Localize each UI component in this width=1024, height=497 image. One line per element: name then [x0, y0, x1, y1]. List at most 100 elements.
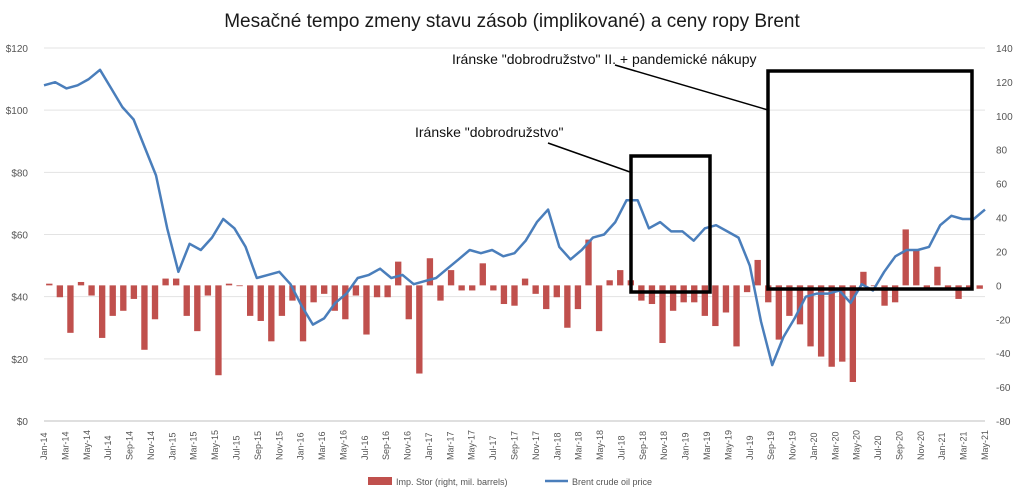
x-tick-label: Mar-14 — [60, 431, 70, 460]
x-tick-label: Nov-19 — [788, 431, 798, 460]
bar — [490, 285, 497, 291]
x-tick-label: May-15 — [210, 430, 220, 460]
left-tick-label: $0 — [17, 417, 29, 428]
bar — [807, 285, 814, 347]
x-tick-label: Jan-21 — [937, 432, 947, 460]
bar — [691, 285, 698, 303]
bar — [204, 285, 212, 296]
bar — [574, 285, 582, 310]
bar — [944, 285, 952, 289]
x-tick-label: Nov-20 — [916, 431, 926, 460]
bar — [532, 285, 539, 294]
x-tick-label: May-14 — [82, 430, 92, 460]
x-tick-label: Mar-15 — [189, 431, 199, 460]
bar — [722, 285, 730, 313]
x-tick-label: Sep-15 — [253, 431, 263, 460]
bar — [934, 266, 941, 286]
bar — [151, 285, 159, 320]
right-tick-label: 140 — [996, 44, 1013, 55]
x-tick-label: Jan-16 — [296, 432, 306, 460]
bar — [648, 285, 656, 305]
bar — [289, 285, 296, 301]
brent-price-line — [43, 68, 986, 367]
bar — [913, 249, 920, 286]
bar — [553, 285, 560, 298]
bar — [162, 278, 169, 286]
x-tick-label: Sep-16 — [381, 431, 391, 460]
bar — [733, 285, 740, 347]
x-tick-label: Jan-19 — [681, 432, 691, 460]
right-tick-label: 100 — [996, 112, 1013, 123]
bar — [215, 285, 222, 376]
bar — [299, 285, 307, 342]
x-tick-label: Jul-15 — [231, 435, 241, 460]
x-tick-label: May-17 — [467, 430, 477, 460]
x-tick-label: Nov-18 — [659, 431, 669, 460]
bar — [437, 285, 444, 301]
bar — [891, 285, 899, 303]
x-tick-label: Jan-20 — [809, 432, 819, 460]
x-tick-label: Jan-15 — [167, 432, 177, 460]
bar — [342, 285, 349, 320]
right-tick-label: -20 — [996, 315, 1011, 326]
bar — [247, 285, 254, 316]
x-tick-label: Mar-17 — [445, 431, 455, 460]
bar — [416, 285, 423, 374]
bar — [669, 285, 677, 311]
line-series — [43, 68, 986, 367]
bar — [352, 285, 360, 296]
bar — [384, 285, 391, 298]
left-tick-label: $40 — [11, 293, 28, 304]
left-axis: $0 $20 $40 $60 $80 $100 $120 — [6, 44, 29, 428]
chart-title: Mesačné tempo zmeny stavu zásob (impliko… — [224, 11, 800, 32]
annotation-label-1: Iránske "dobrodružstvo" — [415, 124, 563, 140]
bar — [278, 285, 286, 316]
x-tick-label: Nov-15 — [274, 431, 284, 460]
x-tick-label: Sep-19 — [766, 431, 776, 460]
bar — [500, 285, 508, 305]
x-tick-label: Jul-14 — [103, 435, 113, 460]
bar — [77, 281, 85, 286]
bar — [543, 285, 550, 310]
bar — [659, 285, 666, 344]
x-tick-label: Mar-18 — [574, 431, 584, 460]
x-tick-label: Mar-21 — [959, 431, 969, 460]
bar — [331, 285, 338, 311]
bar — [458, 285, 465, 291]
bar — [225, 283, 233, 286]
legend: Imp. Stor (right, mil. barrels) Brent cr… — [368, 477, 652, 487]
x-tick-label: Jul-17 — [488, 435, 498, 460]
right-tick-label: -40 — [996, 349, 1011, 360]
x-tick-label: May-16 — [338, 430, 348, 460]
bar — [860, 271, 867, 286]
bar — [849, 285, 857, 383]
bar — [405, 285, 412, 320]
bar — [109, 285, 116, 316]
bar — [395, 261, 402, 286]
bar — [236, 285, 243, 287]
bar — [796, 285, 804, 325]
bar — [321, 285, 328, 294]
bar — [56, 285, 64, 298]
x-tick-label: Mar-16 — [317, 431, 327, 460]
right-tick-label: 0 — [996, 281, 1002, 292]
left-tick-label: $20 — [11, 355, 28, 366]
bar — [511, 285, 518, 306]
left-tick-label: $100 — [6, 106, 29, 117]
bar — [606, 280, 613, 286]
right-tick-label: 60 — [996, 180, 1008, 191]
bar — [373, 285, 381, 298]
bar — [701, 285, 708, 316]
annotation-arrow-2 — [614, 64, 769, 111]
bar — [585, 239, 592, 286]
bar — [965, 285, 973, 289]
x-tick-label: Mar-20 — [830, 431, 840, 460]
grid — [44, 47, 985, 422]
bar — [268, 285, 275, 342]
bar — [617, 270, 624, 286]
x-tick-label: May-19 — [723, 430, 733, 460]
legend-bar-swatch — [368, 477, 392, 485]
right-tick-label: 40 — [996, 214, 1008, 225]
bar — [743, 285, 751, 293]
